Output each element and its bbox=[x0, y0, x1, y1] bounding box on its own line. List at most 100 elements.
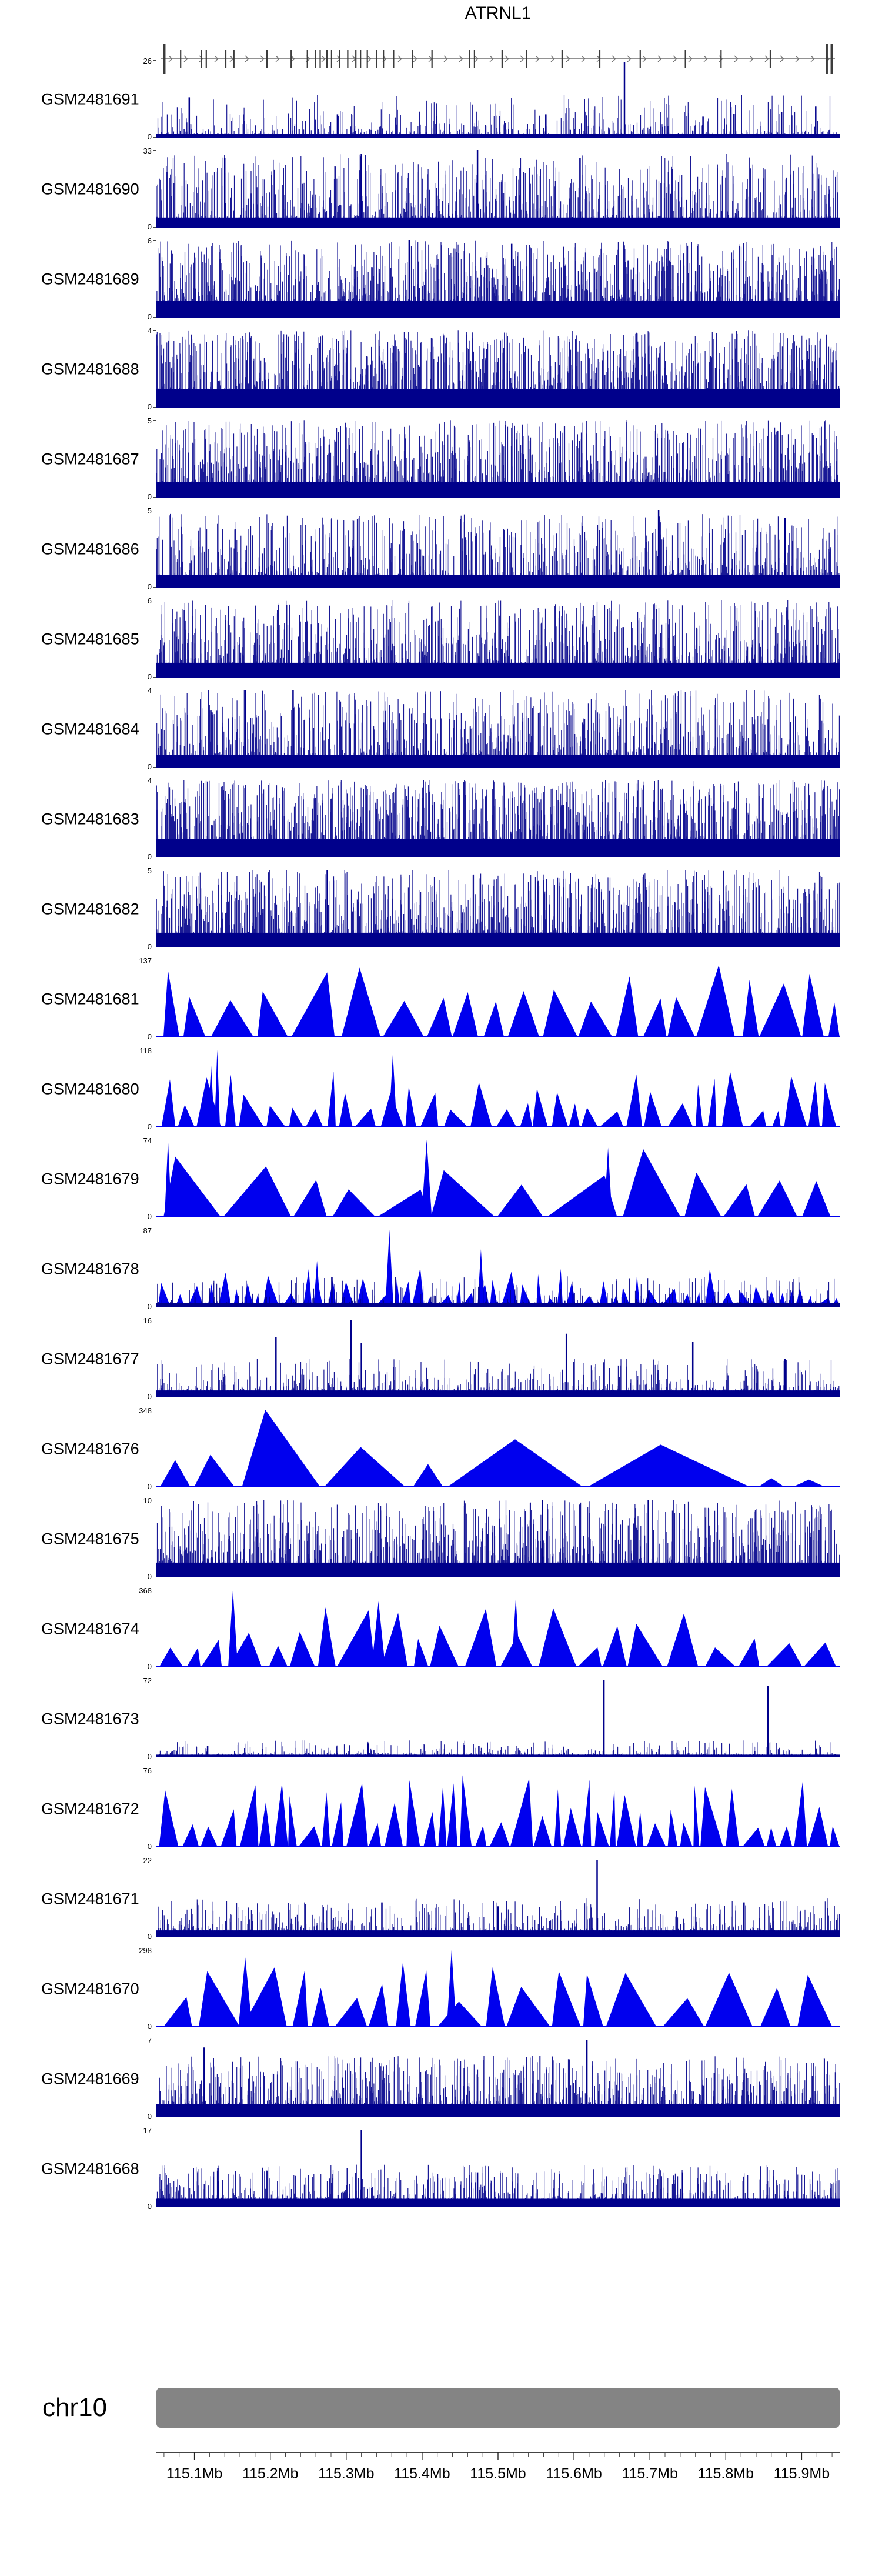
track-plot: 26 0 bbox=[143, 57, 840, 141]
axis-tick-label: 115.4Mb bbox=[394, 2465, 450, 2482]
track-ymin-label: 0 bbox=[147, 1302, 152, 1311]
track-plot: 22 0 bbox=[143, 1857, 840, 1940]
signal-track-row: GSM2481690 33 0 bbox=[0, 144, 882, 234]
track-signal-svg bbox=[156, 1590, 840, 1667]
signal-track-row: GSM2481674 368 0 bbox=[0, 1584, 882, 1674]
track-ymin-label: 0 bbox=[147, 942, 152, 951]
track-signal-svg bbox=[156, 965, 840, 1037]
track-plot: 10 0 bbox=[143, 1497, 840, 1580]
track-ymin-label: 0 bbox=[147, 1212, 152, 1221]
axis-tick-label: 115.2Mb bbox=[242, 2465, 299, 2482]
track-signal-svg bbox=[156, 1050, 840, 1127]
track-ymax-label: 4 bbox=[147, 686, 152, 695]
track-ymin-label: 0 bbox=[147, 492, 152, 501]
track-signal-svg bbox=[156, 62, 840, 138]
signal-track-row: GSM2481676 348 0 bbox=[0, 1404, 882, 1494]
track-label: GSM2481690 bbox=[41, 180, 139, 198]
genome-axis: 115.1Mb 115.2Mb 115.3Mb 115.4Mb 115.5Mb 115.6… bbox=[0, 2452, 882, 2500]
track-signal-svg bbox=[156, 420, 840, 498]
track-signal-svg bbox=[156, 1500, 840, 1577]
track-ymax-label: 76 bbox=[143, 1766, 152, 1775]
track-signal-svg bbox=[156, 2040, 840, 2117]
track-ymin-label: 0 bbox=[147, 1122, 152, 1131]
track-label: GSM2481691 bbox=[41, 90, 139, 108]
track-plot: 76 0 bbox=[143, 1767, 840, 1850]
track-ymax-label: 33 bbox=[143, 146, 152, 155]
track-signal-svg bbox=[156, 1410, 840, 1487]
track-axis-tick-bottom bbox=[153, 317, 156, 318]
track-label: GSM2481679 bbox=[41, 1170, 139, 1187]
track-axis-tick-bottom bbox=[153, 767, 156, 768]
track-ymin-label: 0 bbox=[147, 1572, 152, 1581]
signal-track-row: GSM2481673 72 0 bbox=[0, 1674, 882, 1764]
track-ymin-label: 0 bbox=[147, 672, 152, 681]
signal-track-row: GSM2481671 22 0 bbox=[0, 1854, 882, 1944]
track-ymin-label: 0 bbox=[147, 222, 152, 231]
track-axis-tick-bottom bbox=[153, 497, 156, 498]
axis-tick-label: 115.8Mb bbox=[697, 2465, 754, 2482]
track-axis-tick-bottom bbox=[153, 227, 156, 228]
track-plot: 72 0 bbox=[143, 1677, 840, 1760]
track-ymin-label: 0 bbox=[147, 762, 152, 771]
track-label: GSM2481689 bbox=[41, 270, 139, 288]
signal-track-row: GSM2481670 298 0 bbox=[0, 1944, 882, 2034]
signal-track-row: GSM2481688 4 0 bbox=[0, 324, 882, 414]
track-plot: 17 0 bbox=[143, 2127, 840, 2210]
track-plot: 87 0 bbox=[143, 1227, 840, 1310]
track-signal-svg bbox=[156, 510, 840, 588]
track-label: GSM2481669 bbox=[41, 2070, 139, 2087]
track-label: GSM2481678 bbox=[41, 1260, 139, 1277]
track-label: GSM2481668 bbox=[41, 2160, 139, 2177]
chromosome-label: chr10 bbox=[42, 2393, 108, 2422]
track-axis-tick-bottom bbox=[153, 587, 156, 588]
track-plot: 348 0 bbox=[139, 1407, 840, 1490]
track-label: GSM2481672 bbox=[41, 1800, 139, 1817]
track-ymax-label: 72 bbox=[143, 1676, 152, 1685]
track-ymax-label: 7 bbox=[147, 2036, 152, 2045]
signal-track-row: GSM2481685 6 0 bbox=[0, 594, 882, 684]
signal-track-row: GSM2481683 4 0 bbox=[0, 774, 882, 864]
track-ymin-label: 0 bbox=[147, 132, 152, 141]
signal-track-row: GSM2481691 26 0 bbox=[0, 54, 882, 144]
axis-tick-label: 115.7Mb bbox=[622, 2465, 678, 2482]
track-axis-tick-top bbox=[153, 60, 156, 61]
signal-track-row: GSM2481684 4 0 bbox=[0, 684, 882, 774]
track-label: GSM2481675 bbox=[41, 1530, 139, 1547]
axis-tick-label: 115.5Mb bbox=[470, 2465, 526, 2482]
track-signal-svg bbox=[156, 150, 840, 228]
track-label: GSM2481687 bbox=[41, 450, 139, 468]
signal-track-row: GSM2481686 5 0 bbox=[0, 504, 882, 594]
signal-track-row: GSM2481682 5 0 bbox=[0, 864, 882, 954]
track-ymax-label: 17 bbox=[143, 2126, 152, 2135]
track-ymin-label: 0 bbox=[147, 1932, 152, 1941]
genome-axis-ticks bbox=[156, 2452, 840, 2462]
track-axis-tick-top bbox=[153, 330, 156, 331]
track-ymax-label: 6 bbox=[147, 236, 152, 245]
track-plot: 368 0 bbox=[139, 1587, 840, 1670]
track-label: GSM2481683 bbox=[41, 810, 139, 827]
track-ymax-label: 26 bbox=[143, 56, 152, 65]
track-ymin-label: 0 bbox=[147, 582, 152, 591]
track-ymin-label: 0 bbox=[147, 1032, 152, 1041]
track-ymax-label: 10 bbox=[143, 1496, 152, 1505]
track-ymin-label: 0 bbox=[147, 2202, 152, 2211]
track-ymin-label: 0 bbox=[147, 1752, 152, 1761]
track-label: GSM2481673 bbox=[41, 1710, 139, 1727]
track-signal-svg bbox=[156, 1680, 840, 1757]
signal-track-row: GSM2481669 7 0 bbox=[0, 2034, 882, 2124]
track-ymax-label: 74 bbox=[143, 1136, 152, 1145]
track-ymin-label: 0 bbox=[147, 2112, 152, 2121]
track-ymax-label: 368 bbox=[139, 1586, 152, 1595]
track-signal-svg bbox=[156, 870, 840, 947]
track-axis-tick-top bbox=[153, 240, 156, 241]
track-ymin-label: 0 bbox=[147, 1482, 152, 1491]
gene-model-svg bbox=[161, 44, 835, 74]
track-plot: 33 0 bbox=[143, 147, 840, 231]
track-ymax-label: 22 bbox=[143, 1856, 152, 1865]
